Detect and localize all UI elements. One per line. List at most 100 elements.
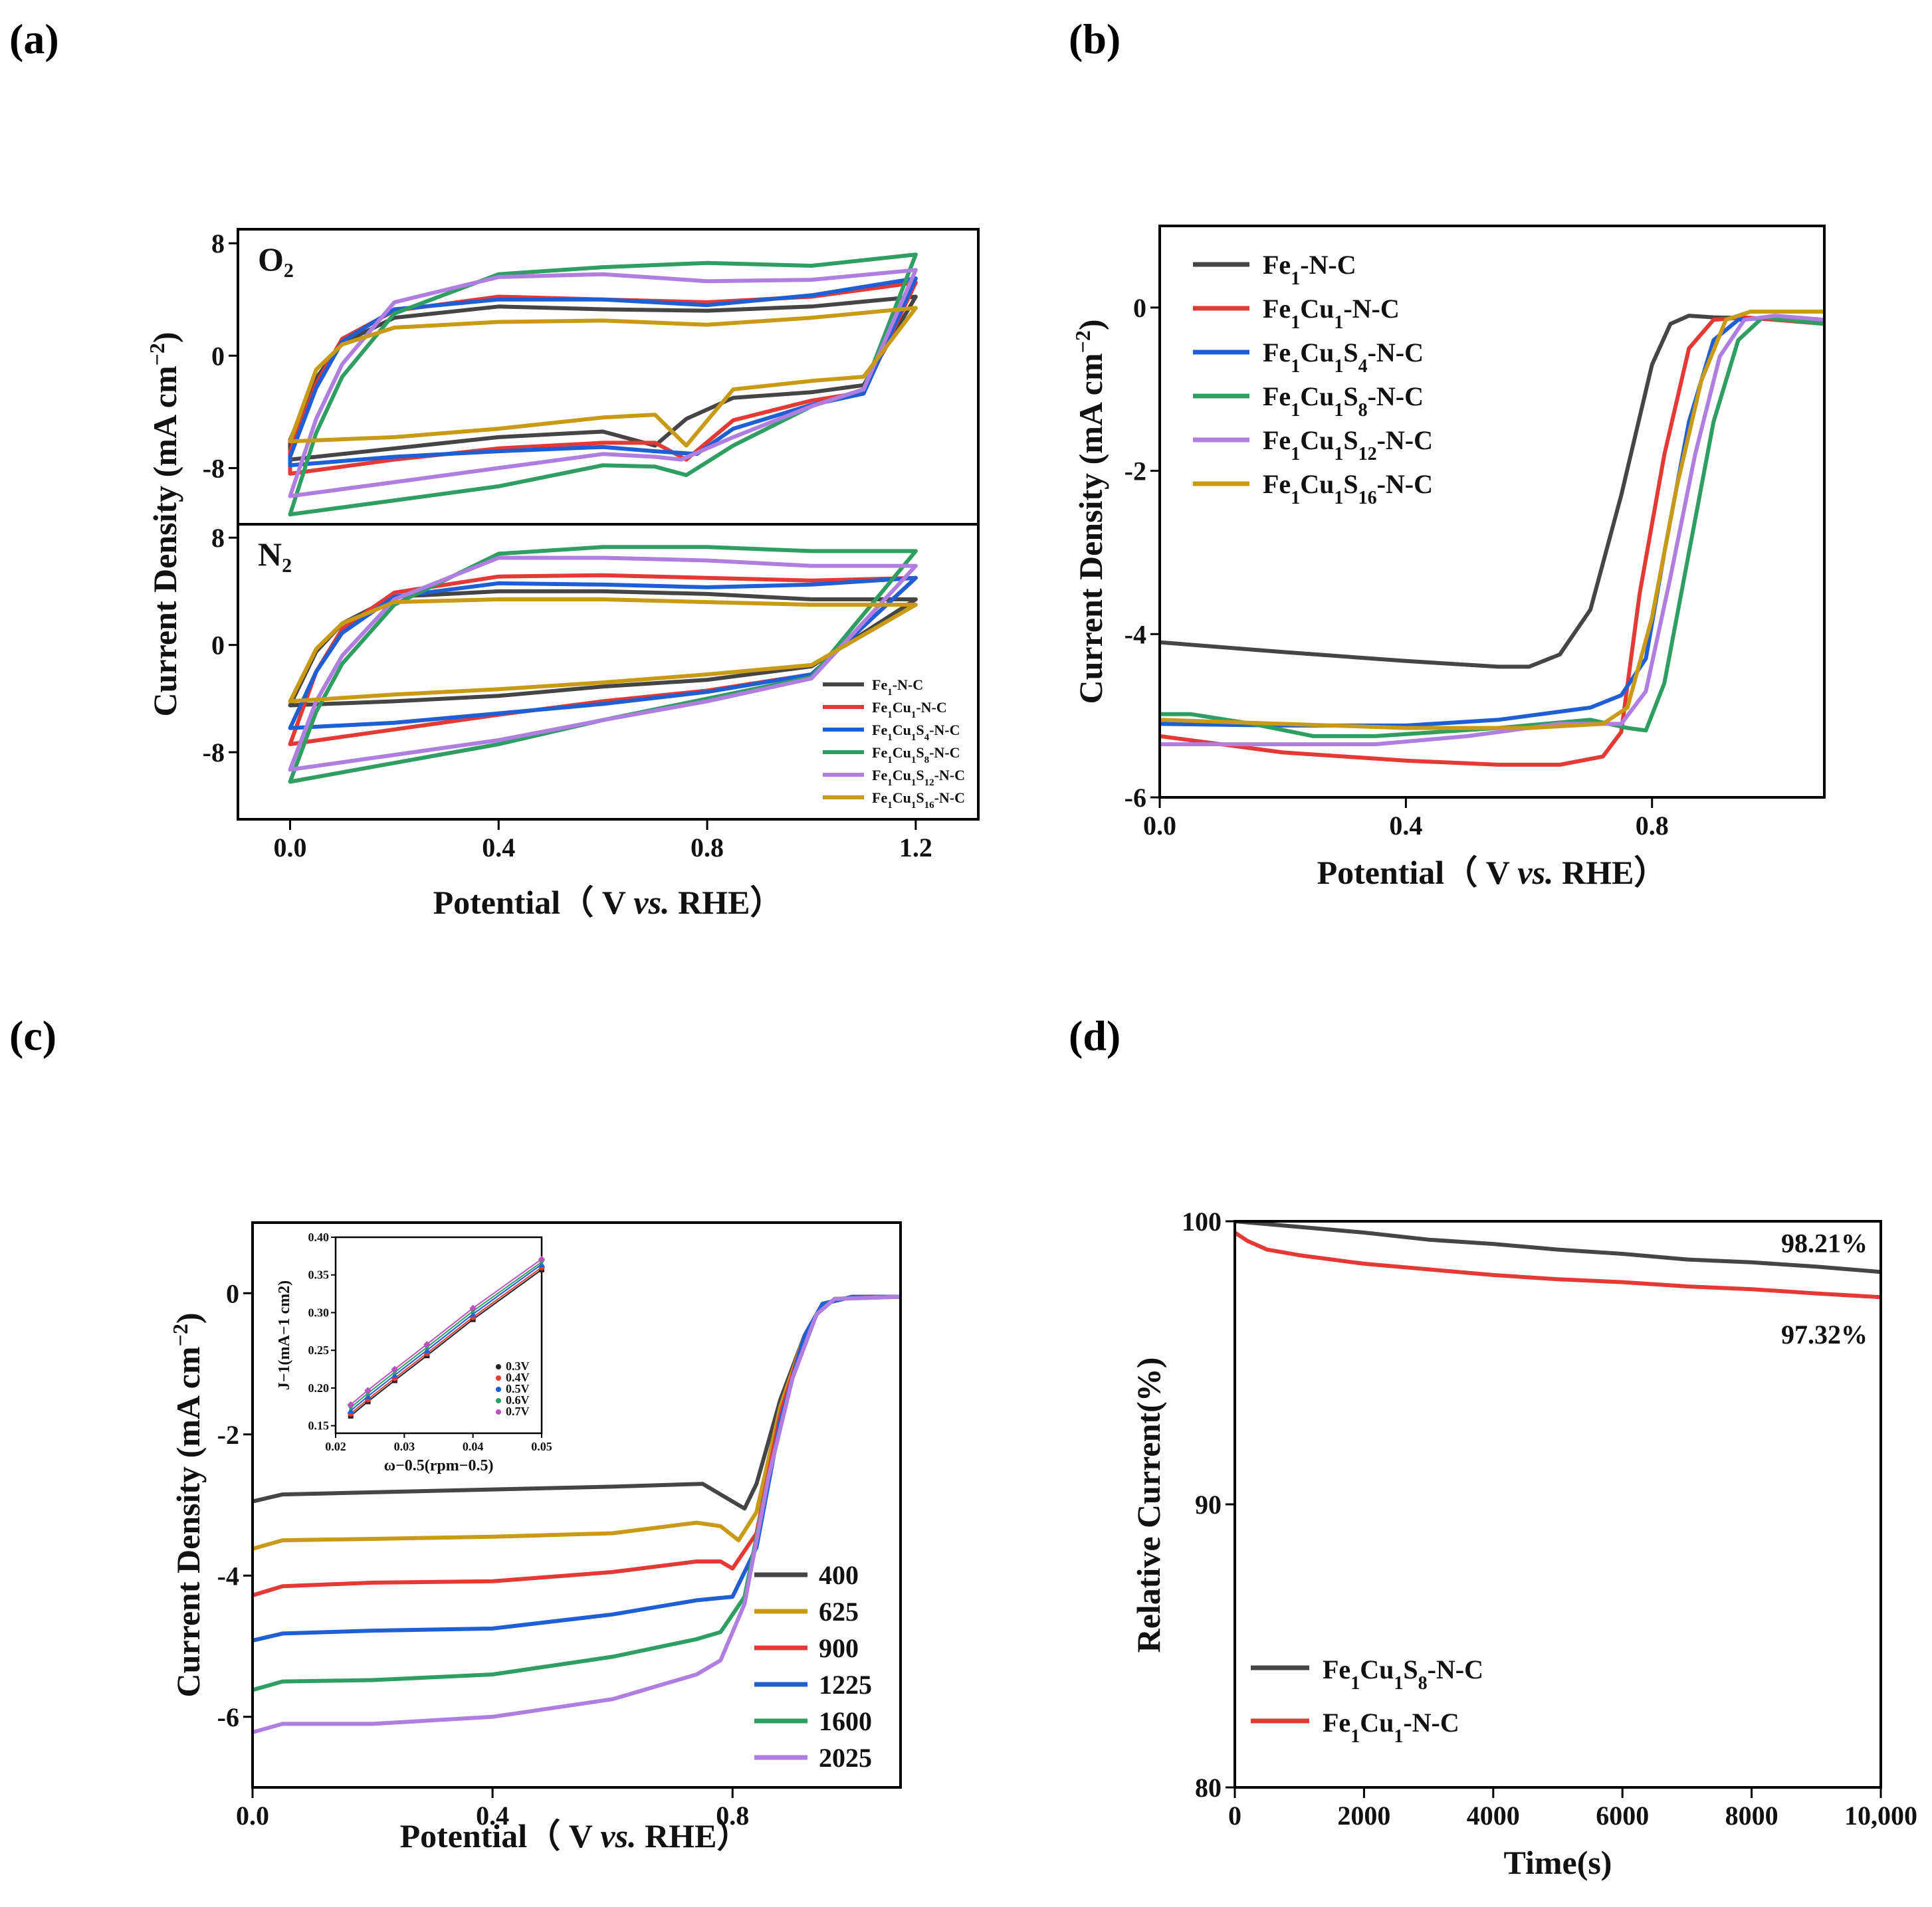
chart-a-xtick-label-1: 0.4	[482, 833, 515, 862]
chart-b-lsv: 0.0 0.4 0.8 0 -2 -4 -6 Potential（ V vs. RHE） Cur…	[1071, 225, 1826, 891]
chart-a-N2-ytick-label-2: -8	[203, 738, 225, 767]
chart-c-inset-ytick-label-0: 0.15	[308, 1419, 330, 1433]
chart-a-O2-ytick-label-0: 8	[211, 229, 225, 258]
chart-c-ytick-label-3: -6	[217, 1702, 239, 1732]
panel-label-b: (b)	[1069, 15, 1121, 62]
chart-d-series-1	[1235, 1231, 1881, 1300]
chart-d-plot-area	[1235, 1221, 1881, 1300]
chart-c-inset-ytick-label-4: 0.35	[308, 1268, 330, 1282]
chart-c-legend-label-5: 2025	[819, 1743, 872, 1773]
chart-b-ytick-label-2: -4	[1125, 619, 1146, 649]
chart-c-frame	[251, 1221, 902, 1789]
chart-a-N2-gas-label: N₂	[258, 536, 292, 573]
chart-c-legend-label-0: 400	[819, 1560, 859, 1590]
chart-a-xtick-label-0: 0.0	[273, 833, 306, 862]
chart-b-plot-area	[1160, 310, 1824, 767]
chart-c-inset-line-0	[350, 1268, 542, 1417]
chart-c-xlabel: Potential（ V vs. RHE）	[400, 1817, 750, 1855]
chart-d-series-0	[1235, 1221, 1881, 1274]
chart-c-xtick-label-0: 0.0	[236, 1801, 269, 1831]
chart-a-xlabel: Potential（ V vs. RHE）	[433, 884, 784, 921]
chart-c-inset-marker-4-5	[538, 1255, 545, 1262]
chart-c-inset-marker-4-1	[364, 1387, 372, 1394]
chart-d-xtick-label-3: 6000	[1596, 1801, 1649, 1831]
chart-d-xtick-label-1: 2000	[1337, 1801, 1390, 1831]
chart-d-ytick-label-1: 90	[1195, 1490, 1222, 1520]
chart-c-legend-label-3: 1225	[819, 1670, 872, 1700]
chart-a-N2-frame	[237, 523, 980, 821]
chart-c-inset-ylabel: J−1(mA−1 cm2)	[276, 1280, 293, 1390]
chart-b-series-0	[1160, 314, 1824, 669]
chart-a-xtick-label-2: 0.8	[691, 833, 724, 862]
chart-d-xtick-label-0: 0	[1228, 1801, 1241, 1831]
chart-c-inset-legend-marker-2	[496, 1387, 501, 1392]
chart-a-cyclic-voltammetry: 8 0 -8 O₂ 8 0 -8 N₂ 0.0 0.4 0.8 1.2 Potential（ V vs.…	[145, 228, 980, 921]
chart-d-xtick-label-4: 8000	[1725, 1801, 1778, 1831]
chart-c-inset: 0.02 0.03 0.04 0.05 0.15 0.20 0.25 0.30 0.35 0.40…	[276, 1231, 552, 1474]
chart-d-stability: 0 2000 4000 6000 8000 10,000 100 90 80 Time(s) Rel…	[1130, 1207, 1917, 1881]
chart-c-ytick-label-1: -2	[217, 1420, 239, 1450]
chart-b-legend-label-1: Fe1Cu1-N-C	[1263, 294, 1400, 333]
chart-c-inset-legend-label-0: 0.3V	[506, 1359, 530, 1373]
chart-b-legend-label-0: Fe1-N-C	[1263, 250, 1356, 289]
chart-c-inset-marker-4-4	[469, 1304, 477, 1312]
chart-b-xtick-label-0: 0.0	[1143, 811, 1176, 841]
chart-d-xlabel: Time(s)	[1504, 1844, 1612, 1881]
chart-c-xtick-label-1: 0.4	[476, 1801, 509, 1831]
chart-c-inset-xtick-label-1: 0.03	[394, 1440, 415, 1453]
chart-c-legend-label-4: 1600	[819, 1706, 872, 1736]
chart-b-legend-label-3: Fe1Cu1S8-N-C	[1263, 381, 1424, 421]
panel-label-c: (c)	[9, 1012, 56, 1059]
chart-c-plot-area	[253, 1294, 901, 1734]
chart-c-ytick-label-2: -4	[217, 1561, 239, 1591]
chart-b-ytick-label-3: -6	[1125, 783, 1146, 813]
chart-d-ytick-label-0: 100	[1182, 1207, 1222, 1237]
chart-c-inset-marker-4-0	[347, 1401, 354, 1408]
chart-a-O2-ytick-label-1: 0	[211, 341, 225, 371]
chart-d-ytick-label-2: 80	[1195, 1773, 1222, 1803]
chart-a-legend-label-4: Fe1Cu1S12-N-C	[872, 767, 965, 788]
chart-b-series-4	[1160, 314, 1824, 747]
chart-b-series-2	[1160, 315, 1824, 728]
chart-d-legend-label-0: Fe1Cu1S8-N-C	[1323, 1655, 1483, 1694]
chart-b-legend-label-5: Fe1Cu1S16-N-C	[1263, 469, 1433, 508]
chart-a-O2-series-5	[288, 306, 918, 448]
chart-c-inset-legend-label-1: 0.4V	[506, 1371, 530, 1384]
chart-a-ylabel: Current Density (mA cm−2)	[145, 332, 183, 716]
chart-c-series-5	[253, 1294, 901, 1734]
chart-c-inset-line-3	[350, 1261, 542, 1409]
chart-a-legend-label-1: Fe1Cu1-N-C	[872, 699, 947, 720]
chart-b-series-3	[1160, 315, 1824, 738]
chart-c-inset-legend-label-3: 0.6V	[506, 1393, 530, 1407]
chart-c-inset-ytick-label-3: 0.30	[308, 1306, 330, 1319]
chart-a-subplot-O2: 8 0 -8 O₂	[203, 228, 980, 526]
chart-a-O2-series-3	[288, 252, 918, 517]
chart-a-N2-series-5	[288, 597, 918, 704]
chart-c-inset-legend-label-2: 0.5V	[506, 1382, 530, 1395]
chart-c-inset-legend-label-4: 0.7V	[506, 1405, 530, 1418]
chart-a-N2-series-4	[288, 555, 918, 772]
chart-b-series-1	[1160, 315, 1824, 767]
chart-d-frame	[1234, 1220, 1882, 1789]
chart-a-legend-label-0: Fe1-N-C	[872, 676, 923, 698]
chart-c-inset-marker-4-3	[423, 1341, 431, 1348]
chart-c-legend-label-2: 900	[819, 1633, 859, 1663]
chart-c-inset-xtick-label-3: 0.05	[531, 1440, 552, 1453]
chart-c-ytick-label-0: 0	[226, 1278, 239, 1308]
chart-a-subplot-N2: 8 0 -8 N₂	[203, 523, 980, 821]
chart-a-legend-label-5: Fe1Cu1S16-N-C	[872, 789, 965, 811]
chart-c-inset-xtick-label-2: 0.04	[463, 1440, 484, 1453]
chart-a-xtick-label-3: 1.2	[899, 833, 932, 862]
chart-b-xlabel: Potential（ V vs. RHE）	[1317, 854, 1667, 891]
chart-b-series-5	[1160, 310, 1824, 730]
chart-b-frame	[1158, 225, 1826, 799]
chart-d-xtick-label-5: 10,000	[1844, 1801, 1917, 1831]
chart-d-xtick-label-2: 4000	[1467, 1801, 1520, 1831]
chart-c-inset-ytick-label-1: 0.20	[308, 1381, 330, 1395]
chart-c-legend-label-1: 625	[819, 1597, 859, 1627]
chart-c-inset-xtick-label-0: 0.02	[325, 1440, 346, 1453]
chart-c-inset-legend-marker-3	[496, 1398, 501, 1403]
chart-a-O2-series-4	[288, 268, 918, 498]
chart-a-N2-ytick-label-0: 8	[211, 523, 225, 553]
chart-c-series-3	[253, 1294, 901, 1643]
